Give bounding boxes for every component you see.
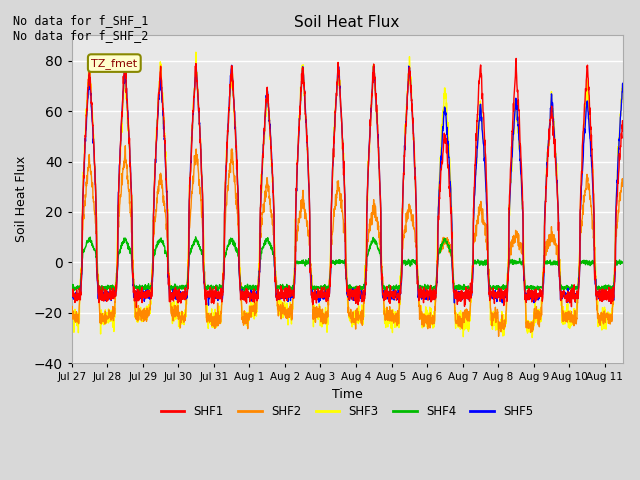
SHF4 [629, 285, 637, 291]
SHF3 [527, 323, 535, 328]
SHF5 [528, 288, 536, 294]
Line: SHF5: SHF5 [72, 65, 640, 305]
SHF1 [637, 291, 640, 297]
SHF5 [391, 292, 399, 298]
SHF4 [391, 287, 399, 293]
SHF5 [125, 125, 132, 131]
SHF4 [528, 287, 536, 292]
SHF5 [68, 289, 76, 295]
Text: TZ_fmet: TZ_fmet [92, 58, 138, 69]
SHF4 [125, 244, 132, 250]
SHF2 [495, 334, 502, 339]
SHF1 [68, 290, 76, 296]
SHF3 [390, 320, 398, 325]
SHF3 [629, 302, 637, 308]
SHF4 [560, 286, 568, 291]
SHF3 [637, 308, 640, 314]
SHF2 [528, 324, 536, 329]
SHF5 [560, 288, 568, 294]
SHF4 [386, 289, 394, 295]
SHF1 [560, 290, 568, 296]
SHF1 [390, 292, 398, 298]
SHF4 [248, 288, 255, 293]
Text: No data for f_SHF_1
No data for f_SHF_2: No data for f_SHF_1 No data for f_SHF_2 [13, 14, 148, 42]
SHF5 [637, 293, 640, 299]
SHF4 [192, 234, 200, 240]
Line: SHF2: SHF2 [72, 146, 640, 336]
SHF1 [125, 126, 132, 132]
SHF2 [390, 315, 398, 321]
Legend: SHF1, SHF2, SHF3, SHF4, SHF5: SHF1, SHF2, SHF3, SHF4, SHF5 [156, 401, 538, 423]
X-axis label: Time: Time [332, 388, 362, 401]
SHF2 [248, 303, 255, 309]
SHF5 [205, 302, 212, 308]
SHF3 [192, 49, 200, 55]
SHF4 [68, 286, 76, 291]
Line: SHF1: SHF1 [72, 59, 640, 308]
SHF5 [248, 297, 255, 302]
SHF5 [228, 62, 236, 68]
Line: SHF3: SHF3 [72, 52, 640, 337]
SHF2 [560, 312, 568, 318]
SHF2 [122, 143, 129, 149]
SHF1 [248, 294, 255, 300]
SHF3 [529, 335, 536, 340]
SHF2 [637, 313, 640, 319]
SHF4 [637, 283, 640, 289]
SHF3 [560, 312, 568, 318]
SHF1 [528, 299, 536, 305]
SHF3 [125, 122, 132, 128]
Title: Soil Heat Flux: Soil Heat Flux [294, 15, 400, 30]
Line: SHF4: SHF4 [72, 237, 640, 292]
SHF1 [132, 305, 140, 311]
SHF3 [68, 312, 76, 317]
SHF1 [629, 295, 637, 300]
SHF1 [512, 56, 520, 61]
SHF2 [629, 308, 637, 313]
SHF2 [68, 308, 76, 313]
SHF2 [125, 189, 132, 194]
SHF3 [248, 308, 255, 313]
Y-axis label: Soil Heat Flux: Soil Heat Flux [15, 156, 28, 242]
SHF5 [629, 294, 637, 300]
